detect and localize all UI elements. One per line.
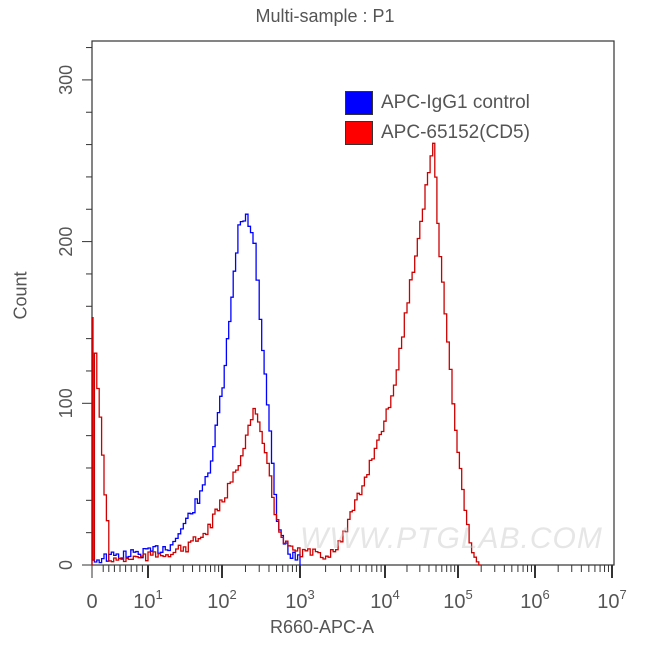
x-tick-labels: 0 101 102 103 104 105 106 107 <box>86 587 626 613</box>
plot-frame <box>91 40 615 566</box>
legend: APC-IgG1 control APC-65152(CD5) <box>345 88 530 148</box>
svg-text:200: 200 <box>56 227 76 257</box>
svg-text:105: 105 <box>443 587 472 613</box>
svg-text:106: 106 <box>520 587 549 613</box>
svg-text:0: 0 <box>86 591 97 613</box>
svg-text:103: 103 <box>285 587 314 613</box>
svg-text:101: 101 <box>133 587 162 613</box>
svg-text:102: 102 <box>207 587 236 613</box>
svg-text:300: 300 <box>56 65 76 95</box>
chart-title: Multi-sample : P1 <box>255 6 395 26</box>
curve-cd5 <box>91 142 482 566</box>
watermark: WWW.PTGLAB.COM <box>300 522 603 555</box>
svg-text:100: 100 <box>56 388 76 418</box>
legend-item-control: APC-IgG1 control <box>345 88 530 118</box>
svg-text:107: 107 <box>597 587 626 613</box>
svg-text:104: 104 <box>370 587 399 613</box>
legend-swatch-red <box>345 121 373 145</box>
legend-swatch-blue <box>345 91 373 115</box>
legend-item-cd5: APC-65152(CD5) <box>345 118 530 148</box>
y-axis-ticks <box>82 47 92 566</box>
histogram-curves <box>91 142 482 566</box>
y-tick-labels: 0 100 200 300 <box>56 65 76 570</box>
legend-label: APC-IgG1 control <box>381 92 530 113</box>
x-axis-label: R660-APC-A <box>270 617 375 637</box>
curve-igg1-control <box>92 213 301 565</box>
x-axis-ticks <box>91 565 613 578</box>
legend-label: APC-65152(CD5) <box>381 122 530 143</box>
svg-text:0: 0 <box>56 560 76 570</box>
